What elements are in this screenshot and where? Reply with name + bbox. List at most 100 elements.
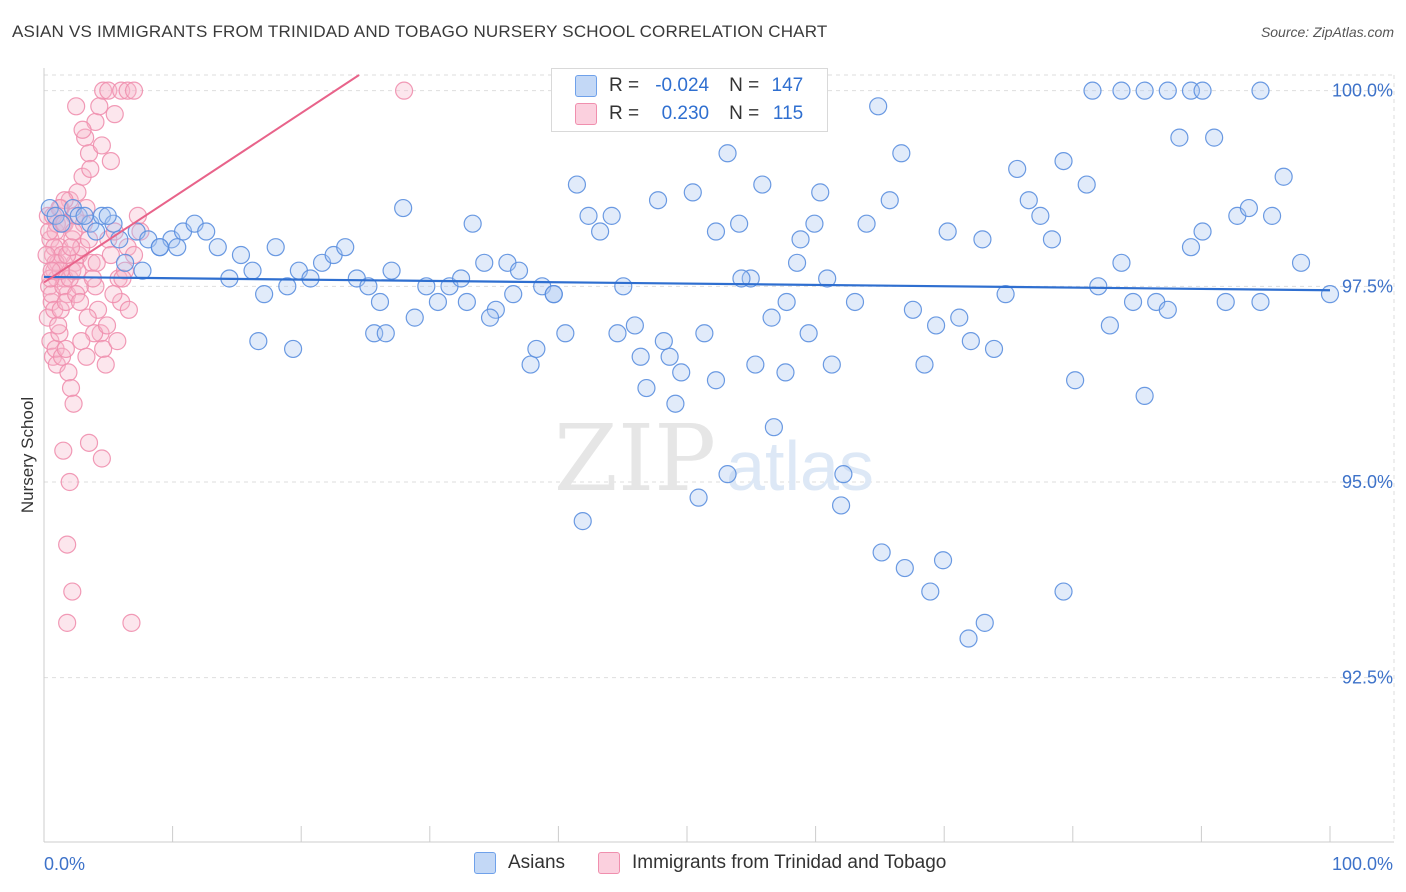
asians-point — [776, 363, 795, 382]
asians-point — [1135, 386, 1154, 405]
asians-point — [98, 206, 117, 225]
trinidad-point — [94, 339, 113, 359]
asians-point — [762, 308, 781, 327]
asians-point — [921, 582, 940, 601]
r-value: -0.024 — [655, 75, 710, 96]
asians-point — [706, 371, 726, 390]
gridlines — [44, 74, 1395, 842]
r-label: R = — [609, 103, 640, 124]
legend-item-asians[interactable]: Asians — [474, 852, 565, 874]
asians-legend-swatch — [474, 852, 496, 874]
asians-point — [231, 245, 251, 265]
asians-point — [1274, 167, 1293, 186]
asians-point — [730, 214, 749, 233]
trinidad-legend-swatch — [598, 852, 620, 874]
asians-point — [654, 332, 673, 351]
asians-point — [666, 394, 685, 413]
asians-point — [975, 613, 994, 632]
asians-point — [872, 543, 891, 562]
asians-point — [764, 418, 783, 437]
asians-point — [689, 488, 708, 507]
trinidad-point — [99, 81, 118, 100]
asians-point — [405, 308, 424, 327]
asians-point — [718, 144, 737, 163]
trend-lines — [43, 74, 1331, 292]
asians-point — [243, 261, 262, 280]
asians-point — [428, 292, 448, 312]
asians-point — [938, 222, 957, 241]
asians-point — [266, 238, 285, 257]
series-asians-points — [40, 81, 1340, 648]
asians-point — [973, 230, 992, 249]
asians-point — [197, 222, 216, 241]
asians-point — [845, 292, 865, 312]
asians-point — [903, 300, 923, 319]
n-label: N = — [729, 103, 760, 124]
legend-item-trinidad[interactable]: Immigrants from Trinidad and Tobago — [598, 852, 946, 874]
asians-point — [168, 238, 187, 257]
y-tick-label: 95.0% — [1342, 472, 1393, 492]
series-trinidad-points — [37, 81, 414, 632]
asians-point — [625, 316, 644, 335]
asians-point — [556, 324, 575, 343]
asians-point — [1112, 253, 1131, 272]
asians-point — [573, 512, 592, 531]
asians-point — [746, 355, 765, 374]
asians-point — [504, 285, 523, 304]
trinidad-point — [97, 316, 117, 335]
trinidad-point — [104, 285, 123, 304]
asians-point — [831, 496, 851, 515]
trinidad-point — [122, 613, 141, 632]
asians-point — [950, 308, 969, 327]
asians-point — [591, 222, 610, 241]
stats-row-trinidad: R = 0.230 N = 115 — [552, 100, 803, 128]
asians-point — [695, 324, 714, 343]
asians-point — [1239, 198, 1259, 218]
asians-point — [1251, 81, 1270, 100]
asians-point — [822, 355, 841, 374]
trinidad-point — [60, 472, 79, 492]
asians-point — [1251, 292, 1270, 312]
asians-point — [301, 269, 320, 288]
n-label: N = — [729, 75, 760, 96]
watermark: ZIP atlas — [554, 405, 874, 512]
asians-point — [683, 183, 702, 202]
trinidad-point — [94, 81, 113, 100]
trinidad-point — [79, 433, 99, 452]
asians-point — [959, 629, 978, 648]
asians-trend-line — [43, 275, 1331, 292]
asians-point — [208, 238, 227, 257]
trinidad-swatch — [575, 103, 597, 125]
asians-point — [741, 269, 760, 288]
trinidad-point — [118, 81, 137, 100]
asians-point — [602, 206, 621, 225]
asians-point — [283, 339, 303, 359]
asians-point — [1135, 81, 1154, 100]
trinidad-point — [119, 300, 138, 319]
series-legend: Asians Immigrants from Trinidad and Toba… — [0, 852, 1406, 876]
trinidad-point — [92, 136, 111, 155]
asians-point — [631, 347, 650, 366]
asians-point — [1031, 206, 1050, 225]
trinidad-point — [37, 245, 56, 265]
watermark-atlas: atlas — [726, 427, 874, 505]
asians-point — [996, 285, 1015, 304]
y-tick-label: 100.0% — [1332, 81, 1393, 101]
x-tick-label: 0.0% — [44, 854, 85, 874]
asians-point — [732, 269, 751, 288]
asians-point — [818, 269, 837, 288]
asians-point — [961, 332, 980, 351]
trinidad-point — [72, 238, 91, 257]
trinidad-point — [56, 339, 75, 359]
asians-point — [451, 269, 471, 288]
trinidad-point — [105, 105, 124, 124]
asians-point — [370, 292, 390, 312]
asians-point — [1042, 230, 1062, 249]
asians-point — [1205, 128, 1224, 147]
trinidad-point — [59, 363, 78, 382]
asians-point — [777, 292, 796, 312]
asians-point — [1262, 206, 1282, 225]
asians-point — [579, 206, 598, 225]
asians-point — [787, 253, 807, 272]
